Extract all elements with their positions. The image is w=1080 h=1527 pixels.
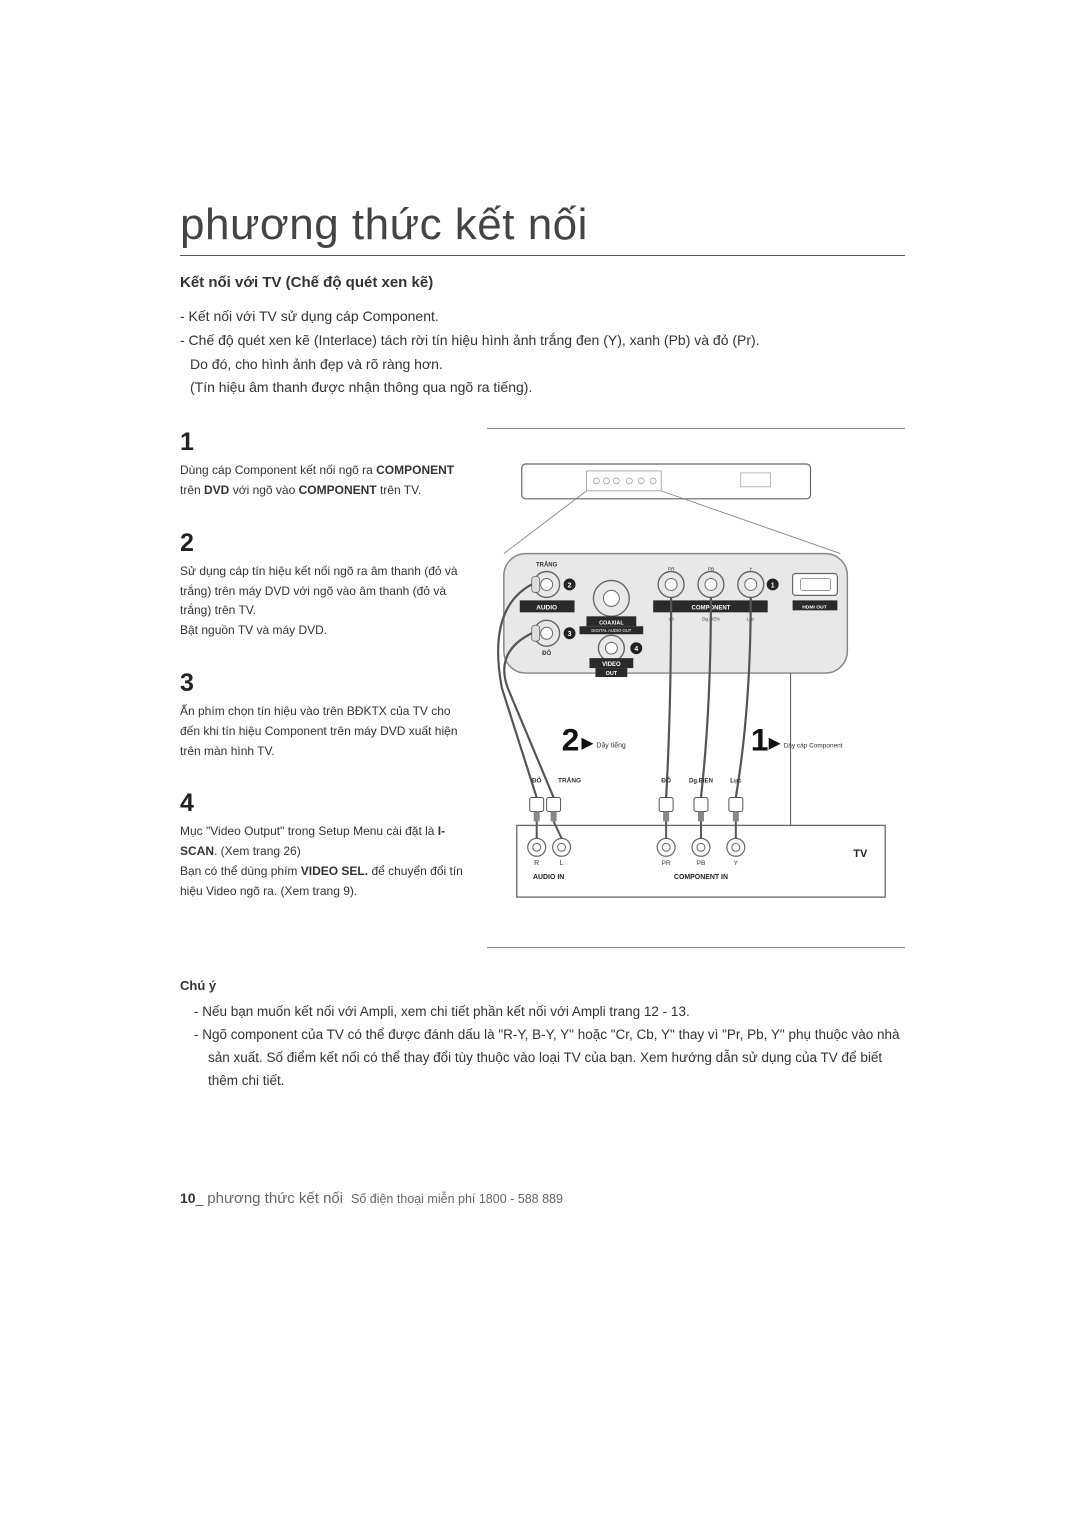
callout-two-label: Dây tiếng: [596, 741, 626, 750]
steps-column: 1 Dùng cáp Component kết nối ngõ ra COMP…: [180, 428, 465, 948]
step-number: 1: [180, 428, 465, 457]
arrow-icon: [769, 738, 781, 750]
svg-text:OUT: OUT: [606, 671, 618, 677]
diagram-column: TRẮNG 2 PR PB: [487, 428, 905, 948]
step-4: 4 Mục "Video Output" trong Setup Menu cà…: [180, 789, 465, 901]
svg-text:HDMI OUT: HDMI OUT: [802, 605, 827, 611]
intro-text: Do đó, cho hình ảnh đẹp và rõ ràng hơn.: [190, 356, 443, 372]
intro-item: - Chế độ quét xen kẽ (Interlace) tách rờ…: [180, 329, 905, 400]
step-text: Sử dụng cáp tín hiệu kết nối ngõ ra âm t…: [180, 562, 465, 641]
svg-text:ĐỎ: ĐỎ: [661, 776, 671, 785]
svg-text:ĐỎ: ĐỎ: [542, 650, 551, 657]
notes-section: Chú ý - Nếu bạn muốn kết nối với Ampli, …: [180, 978, 905, 1093]
svg-text:ĐỎ: ĐỎ: [532, 776, 542, 785]
step-number: 3: [180, 669, 465, 698]
svg-text:Y: Y: [734, 860, 739, 867]
dvd-back-panel: [504, 554, 847, 673]
intro-text: (Tín hiệu âm thanh được nhận thông qua n…: [190, 379, 532, 395]
badge-4: 4: [634, 646, 638, 653]
svg-text:COMPONENT IN: COMPONENT IN: [674, 874, 728, 881]
svg-text:AUDIO: AUDIO: [536, 605, 557, 612]
badge-3: 3: [568, 631, 572, 638]
connection-diagram: TRẮNG 2 PR PB: [487, 428, 905, 948]
footer-phone: Số điện thoại miễn phí 1800 - 588 889: [351, 1192, 563, 1206]
badge-2: 2: [568, 583, 572, 590]
plug-icon: [547, 798, 561, 822]
svg-text:PB: PB: [697, 860, 706, 867]
step-number: 2: [180, 529, 465, 558]
svg-text:TRẮNG: TRẮNG: [558, 776, 581, 785]
svg-text:DIGITAL AUDIO OUT: DIGITAL AUDIO OUT: [591, 628, 631, 633]
note-item: - Ngõ component của TV có thể được đánh …: [180, 1024, 905, 1093]
page-number: 10: [180, 1190, 196, 1206]
plug-icon: [659, 798, 673, 822]
callout-one: 1: [751, 722, 769, 758]
page-footer: 10_ phương thức kết nối Số điện thoại mi…: [180, 1190, 563, 1207]
intro-text: - Chế độ quét xen kẽ (Interlace) tách rờ…: [180, 332, 760, 348]
svg-text:Lục: Lục: [730, 778, 742, 785]
step-text: Dùng cáp Component kết nối ngõ ra COMPON…: [180, 461, 465, 501]
footer-section: phương thức kết nối: [207, 1190, 343, 1207]
label-trang: TRẮNG: [536, 561, 558, 569]
dvd-rear-top: [522, 464, 811, 499]
section-subtitle: Kết nối với TV (Chế độ quét xen kẽ): [180, 274, 905, 291]
plug-icon: [729, 798, 743, 822]
plug-icon: [694, 798, 708, 822]
tv-label: TV: [853, 848, 868, 860]
diagram-svg: TRẮNG 2 PR PB: [487, 459, 905, 917]
note-item: - Nếu bạn muốn kết nối với Ampli, xem ch…: [180, 1001, 905, 1024]
step-text: Mục "Video Output" trong Setup Menu cài …: [180, 822, 465, 901]
svg-text:R: R: [534, 860, 539, 867]
step-number: 4: [180, 789, 465, 818]
svg-text:AUDIO IN: AUDIO IN: [533, 874, 564, 881]
page-title: phương thức kết nối: [180, 200, 905, 256]
intro-list: - Kết nối với TV sử dụng cáp Component. …: [180, 305, 905, 400]
step-2: 2 Sử dụng cáp tín hiệu kết nối ngõ ra âm…: [180, 529, 465, 641]
step-text: Ấn phím chọn tín hiệu vào trên BĐKTX của…: [180, 702, 465, 761]
arrow-icon: [582, 738, 594, 750]
callout-two: 2: [562, 722, 580, 758]
step-1: 1 Dùng cáp Component kết nối ngõ ra COMP…: [180, 428, 465, 501]
intro-item: - Kết nối với TV sử dụng cáp Component.: [180, 305, 905, 329]
svg-text:PR: PR: [668, 567, 675, 573]
svg-text:PR: PR: [662, 860, 671, 867]
svg-text:VIDEO: VIDEO: [602, 662, 621, 668]
svg-text:Dg.BIEN: Dg.BIEN: [689, 779, 713, 785]
notes-label: Chú ý: [180, 978, 905, 993]
svg-text:L: L: [560, 860, 564, 867]
svg-text:COAXIAL: COAXIAL: [599, 620, 624, 626]
plug-icon: [530, 798, 544, 822]
callout-one-label: Dây cáp Component: [784, 743, 843, 750]
step-3: 3 Ấn phím chọn tín hiệu vào trên BĐKTX c…: [180, 669, 465, 761]
badge-1: 1: [771, 583, 775, 590]
svg-text:PB: PB: [708, 567, 715, 573]
